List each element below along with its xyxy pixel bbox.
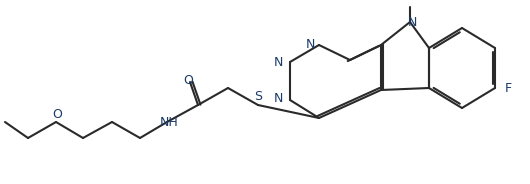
Text: NH: NH bbox=[160, 116, 179, 128]
Text: N: N bbox=[273, 56, 282, 70]
Text: S: S bbox=[254, 91, 262, 103]
Text: O: O bbox=[52, 109, 62, 121]
Text: N: N bbox=[408, 15, 417, 29]
Text: O: O bbox=[183, 75, 193, 88]
Text: F: F bbox=[505, 82, 511, 95]
Text: N: N bbox=[305, 38, 315, 50]
Text: N: N bbox=[273, 93, 282, 105]
